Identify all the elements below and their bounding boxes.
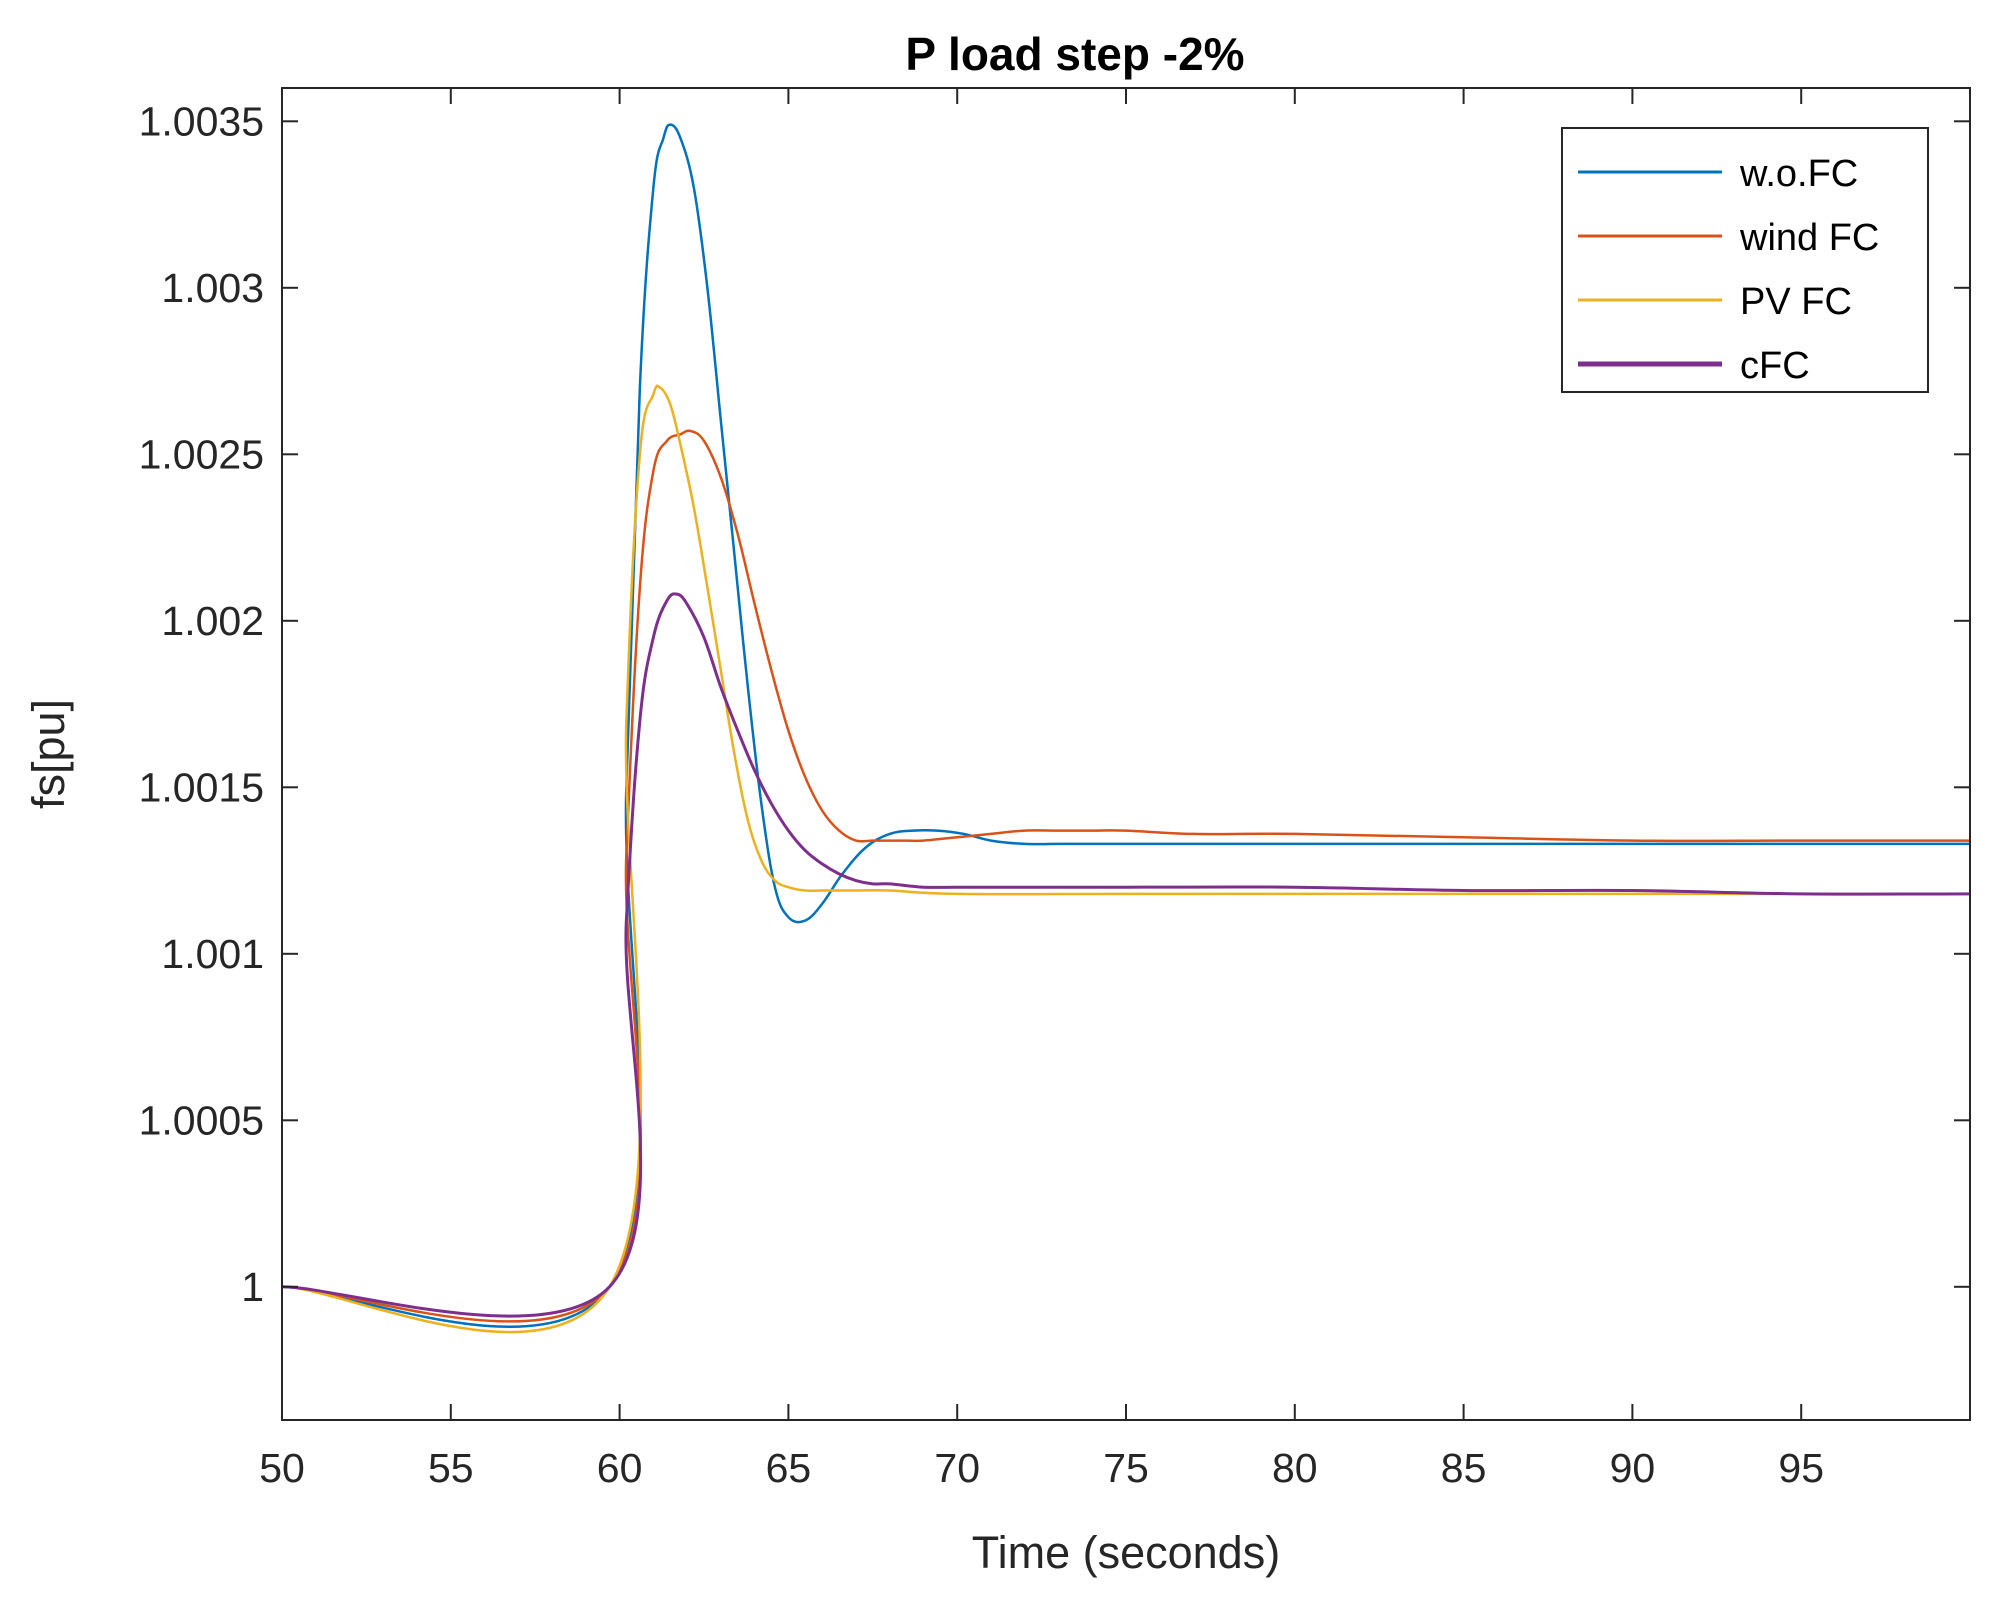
x-tick-label: 80	[1272, 1445, 1318, 1491]
y-tick-label: 1.003	[161, 265, 264, 311]
series-line-0	[282, 123, 1970, 1328]
legend-label: PV FC	[1740, 281, 1852, 323]
y-tick-label: 1.001	[161, 931, 264, 977]
y-tick-label: 1	[241, 1264, 264, 1310]
ticks-layer: 50 55 60 65 70 75 80 85 90 95 1 1.0005 1.001 1.0015 1.…	[139, 88, 1970, 1491]
series-line-2	[282, 384, 1970, 1334]
y-tick-label: 1.002	[161, 598, 264, 644]
x-tick-label: 95	[1778, 1445, 1824, 1491]
series-line-3	[282, 592, 1970, 1318]
chart-title: P load step -2%	[905, 28, 1244, 80]
legend: w.o.FC wind FC PV FC cFC	[1561, 127, 1929, 393]
x-tick-label: 60	[597, 1445, 643, 1491]
legend-label: cFC	[1740, 345, 1810, 387]
x-tick-label: 55	[428, 1445, 474, 1491]
y-tick-label: 1.0025	[139, 431, 264, 477]
x-tick-label: 70	[934, 1445, 980, 1491]
legend-label: wind FC	[1739, 217, 1879, 259]
x-tick-label: 75	[1103, 1445, 1149, 1491]
series-line-1	[282, 429, 1970, 1323]
x-axis-label: Time (seconds)	[972, 1527, 1280, 1578]
y-axis-label: fs[pu]	[23, 699, 74, 809]
legend-label: w.o.FC	[1739, 153, 1858, 195]
x-tick-label: 50	[259, 1445, 305, 1491]
y-tick-label: 1.0015	[139, 764, 264, 810]
x-tick-label: 90	[1610, 1445, 1656, 1491]
x-tick-label: 85	[1441, 1445, 1487, 1491]
x-tick-label: 65	[766, 1445, 812, 1491]
series-layer	[282, 123, 1970, 1334]
y-tick-label: 1.0035	[139, 98, 264, 144]
y-tick-label: 1.0005	[139, 1097, 264, 1143]
plot-frame	[281, 87, 1971, 1421]
